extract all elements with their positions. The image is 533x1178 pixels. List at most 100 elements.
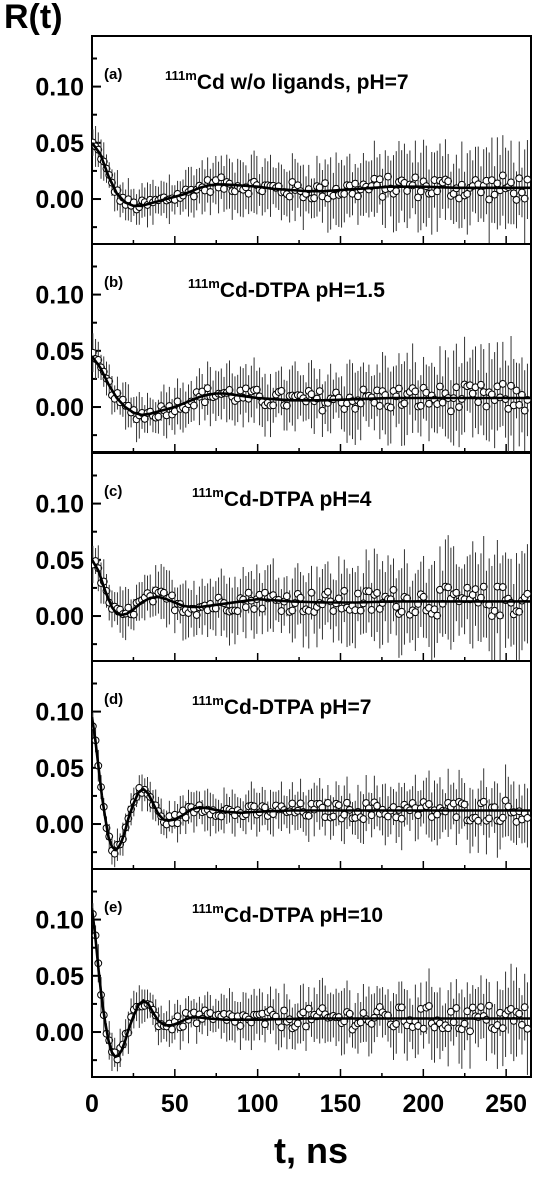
- y-tick-label: 0.05: [35, 755, 84, 783]
- data-point: [523, 1024, 531, 1033]
- panel-title-isotope: 111m: [192, 485, 224, 500]
- data-point: [389, 585, 398, 594]
- data-point: [400, 399, 409, 408]
- data-point: [258, 604, 267, 613]
- panel-title: 111mCd w/o ligands, pH=7: [165, 68, 409, 94]
- data-point: [206, 188, 215, 196]
- data-point: [375, 402, 384, 410]
- panel-title-isotope: 111m: [192, 693, 224, 708]
- panel-label: (d): [104, 691, 123, 708]
- panel-3: 0.00 0.05 0.10 (c) 111mCd-DTPA pH=4: [35, 452, 532, 662]
- data-point: [460, 1019, 469, 1028]
- data-point: [425, 399, 433, 408]
- data-point: [173, 819, 182, 828]
- data-points: [92, 535, 531, 661]
- data-point: [277, 1023, 286, 1032]
- data-point: [411, 173, 420, 182]
- panel-frame: [91, 452, 532, 662]
- data-point: [523, 175, 531, 184]
- y-tick-label: 0.10: [35, 699, 84, 727]
- data-point: [496, 611, 505, 620]
- data-point: [217, 173, 226, 182]
- data-point: [359, 385, 368, 394]
- data-point: [477, 380, 485, 389]
- data-point: [241, 603, 250, 611]
- data-point: [509, 189, 518, 198]
- y-tick-label: 0.10: [35, 907, 84, 935]
- data-point: [269, 401, 278, 410]
- panel-title-text: Cd-DTPA pH=1.5: [220, 279, 385, 302]
- data-point: [236, 1022, 245, 1030]
- panel-title: 111mCd-DTPA pH=7: [192, 693, 371, 719]
- data-point: [354, 589, 362, 598]
- data-point: [504, 404, 513, 413]
- data-point: [490, 606, 499, 615]
- data-point: [425, 1002, 433, 1010]
- data-point: [373, 589, 382, 597]
- data-point: [302, 1022, 310, 1031]
- panel-title-isotope: 111m: [188, 276, 220, 291]
- data-point: [154, 412, 163, 421]
- data-point: [367, 605, 376, 614]
- data-point: [343, 798, 351, 807]
- x-axis: 0 50 100 150 200 250: [85, 1090, 527, 1118]
- data-point: [485, 814, 494, 823]
- data-points: [92, 903, 531, 1076]
- data-point: [310, 194, 319, 202]
- data-point: [365, 587, 373, 596]
- data-point: [250, 605, 258, 613]
- data-point: [190, 401, 198, 410]
- data-point: [498, 379, 507, 388]
- panel-title-text: Cd w/o ligands, pH=7: [197, 71, 409, 94]
- data-point: [334, 801, 343, 810]
- data-point: [307, 390, 316, 399]
- panel-title-isotope: 111m: [192, 901, 224, 916]
- data-point: [466, 1027, 474, 1036]
- data-point: [233, 607, 242, 615]
- data-point: [318, 406, 327, 415]
- data-point: [520, 194, 529, 203]
- data-point: [490, 190, 499, 199]
- data-point: [124, 603, 133, 612]
- data-point: [520, 1003, 529, 1012]
- data-point: [359, 815, 368, 823]
- data-point: [523, 814, 531, 822]
- data-point: [397, 814, 406, 823]
- data-point: [299, 1008, 308, 1017]
- data-point: [244, 189, 253, 198]
- fit-curve: [92, 717, 531, 852]
- y-tick-label: 0.05: [35, 963, 84, 991]
- data-point: [129, 610, 138, 619]
- x-tick-label: 50: [161, 1090, 189, 1118]
- data-point: [482, 402, 491, 411]
- data-point: [515, 174, 524, 183]
- y-tick-label: 0.05: [35, 338, 84, 366]
- panel-title-text: Cd-DTPA pH=4: [224, 488, 372, 511]
- panel-frame: [91, 660, 532, 870]
- data-point: [384, 172, 392, 181]
- data-point: [479, 582, 488, 591]
- data-point: [168, 591, 176, 600]
- data-point: [324, 587, 332, 596]
- data-point: [282, 592, 291, 601]
- data-point: [173, 1012, 182, 1021]
- data-point: [304, 1004, 313, 1013]
- panels-layer: 0.000.050.10 (a) 111mCd w/o ligands, pH=70…: [35, 35, 532, 1078]
- data-point: [455, 403, 464, 411]
- data-point: [386, 403, 395, 412]
- data-point: [392, 1020, 401, 1028]
- panel-title: 111mCd-DTPA pH=4: [192, 485, 372, 511]
- data-point: [452, 1004, 461, 1012]
- panel-title-isotope: 111m: [165, 68, 197, 83]
- data-point: [515, 607, 524, 616]
- data-point: [433, 611, 442, 620]
- data-point: [340, 586, 349, 595]
- fit-curve: [92, 355, 531, 417]
- panel-label: (e): [104, 899, 122, 916]
- data-point: [498, 583, 507, 591]
- fit-curve: [92, 908, 531, 1059]
- data-points: [92, 712, 531, 868]
- data-point: [356, 606, 365, 615]
- data-point: [416, 401, 425, 410]
